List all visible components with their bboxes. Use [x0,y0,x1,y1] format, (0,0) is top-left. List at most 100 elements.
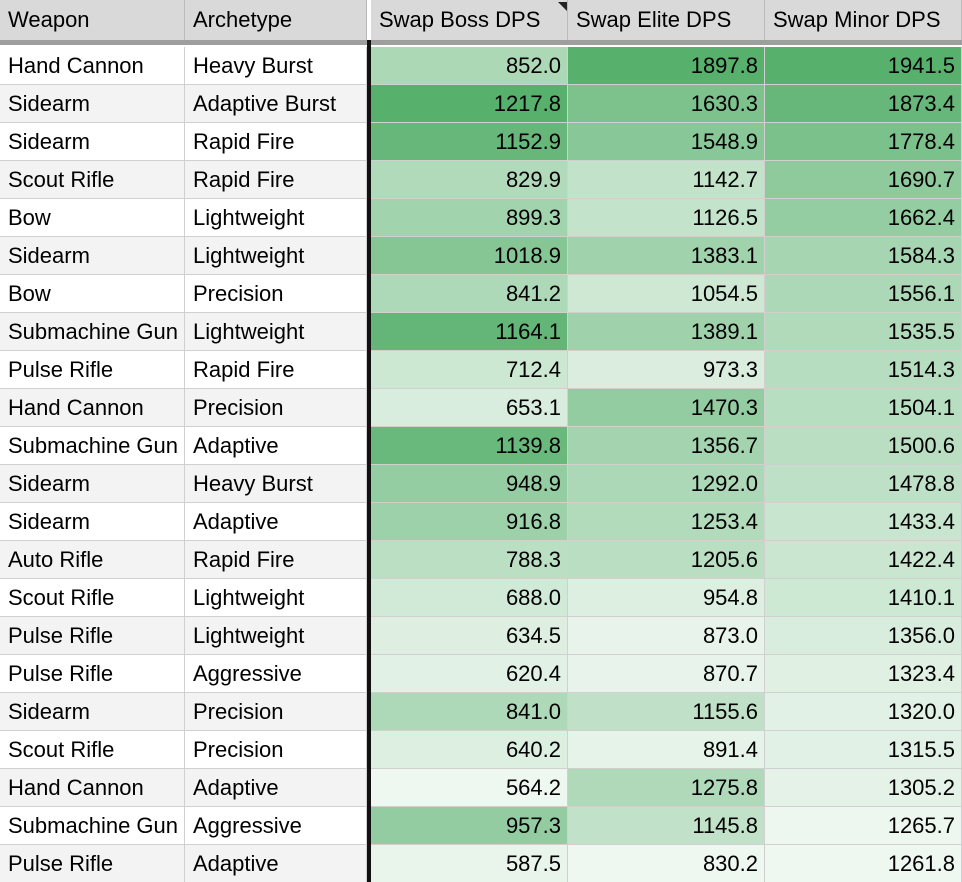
dps-cell[interactable]: 899.3 [371,199,568,237]
archetype-cell[interactable]: Precision [185,275,367,313]
archetype-cell[interactable]: Adaptive [185,769,367,807]
dps-cell[interactable]: 1662.4 [765,199,962,237]
dps-cell[interactable]: 712.4 [371,351,568,389]
weapon-cell[interactable]: Hand Cannon [0,47,185,85]
dps-cell[interactable]: 916.8 [371,503,568,541]
dps-cell[interactable]: 954.8 [568,579,765,617]
dps-cell[interactable]: 1320.0 [765,693,962,731]
dps-cell[interactable]: 1383.1 [568,237,765,275]
dps-cell[interactable]: 1535.5 [765,313,962,351]
dps-cell[interactable]: 1897.8 [568,47,765,85]
dps-cell[interactable]: 1265.7 [765,807,962,845]
weapon-cell[interactable]: Pulse Rifle [0,351,185,389]
dps-cell[interactable]: 634.5 [371,617,568,655]
dps-cell[interactable]: 1584.3 [765,237,962,275]
weapon-cell[interactable]: Pulse Rifle [0,655,185,693]
weapon-cell[interactable]: Scout Rifle [0,161,185,199]
dps-cell[interactable]: 891.4 [568,731,765,769]
weapon-cell[interactable]: Submachine Gun [0,313,185,351]
dps-cell[interactable]: 1556.1 [765,275,962,313]
dps-cell[interactable]: 830.2 [568,845,765,882]
archetype-cell[interactable]: Lightweight [185,579,367,617]
weapon-cell[interactable]: Sidearm [0,503,185,541]
column-header[interactable]: Swap Boss DPS [371,0,568,40]
dps-cell[interactable]: 1389.1 [568,313,765,351]
archetype-cell[interactable]: Adaptive Burst [185,85,367,123]
dps-cell[interactable]: 587.5 [371,845,568,882]
archetype-cell[interactable]: Adaptive [185,503,367,541]
dps-cell[interactable]: 1548.9 [568,123,765,161]
weapon-cell[interactable]: Submachine Gun [0,807,185,845]
weapon-cell[interactable]: Scout Rifle [0,731,185,769]
dps-cell[interactable]: 1253.4 [568,503,765,541]
dps-cell[interactable]: 1018.9 [371,237,568,275]
column-header[interactable]: Swap Minor DPS [765,0,962,40]
dps-cell[interactable]: 1356.0 [765,617,962,655]
archetype-cell[interactable]: Lightweight [185,617,367,655]
dps-cell[interactable]: 688.0 [371,579,568,617]
dps-cell[interactable]: 640.2 [371,731,568,769]
dps-cell[interactable]: 1142.7 [568,161,765,199]
dps-cell[interactable]: 1205.6 [568,541,765,579]
dps-cell[interactable]: 1155.6 [568,693,765,731]
dps-cell[interactable]: 653.1 [371,389,568,427]
dps-cell[interactable]: 1292.0 [568,465,765,503]
archetype-cell[interactable]: Precision [185,693,367,731]
archetype-cell[interactable]: Heavy Burst [185,47,367,85]
weapon-cell[interactable]: Scout Rifle [0,579,185,617]
weapon-cell[interactable]: Bow [0,275,185,313]
dps-cell[interactable]: 1356.7 [568,427,765,465]
dps-cell[interactable]: 1152.9 [371,123,568,161]
dps-cell[interactable]: 873.0 [568,617,765,655]
dps-cell[interactable]: 1690.7 [765,161,962,199]
weapon-cell[interactable]: Submachine Gun [0,427,185,465]
archetype-cell[interactable]: Rapid Fire [185,541,367,579]
dps-cell[interactable]: 1873.4 [765,85,962,123]
weapon-cell[interactable]: Sidearm [0,123,185,161]
column-header[interactable]: Weapon [0,0,185,40]
archetype-cell[interactable]: Adaptive [185,427,367,465]
dps-cell[interactable]: 1139.8 [371,427,568,465]
dps-cell[interactable]: 829.9 [371,161,568,199]
weapon-cell[interactable]: Hand Cannon [0,769,185,807]
dps-cell[interactable]: 1500.6 [765,427,962,465]
weapon-cell[interactable]: Auto Rifle [0,541,185,579]
weapon-cell[interactable]: Pulse Rifle [0,845,185,882]
dps-cell[interactable]: 788.3 [371,541,568,579]
archetype-cell[interactable]: Rapid Fire [185,351,367,389]
archetype-cell[interactable]: Rapid Fire [185,161,367,199]
dps-cell[interactable]: 973.3 [568,351,765,389]
weapon-cell[interactable]: Hand Cannon [0,389,185,427]
column-header[interactable]: Swap Elite DPS [568,0,765,40]
dps-cell[interactable]: 1054.5 [568,275,765,313]
weapon-cell[interactable]: Sidearm [0,237,185,275]
dps-cell[interactable]: 870.7 [568,655,765,693]
dps-cell[interactable]: 1504.1 [765,389,962,427]
archetype-cell[interactable]: Lightweight [185,313,367,351]
dps-cell[interactable]: 1261.8 [765,845,962,882]
weapon-cell[interactable]: Sidearm [0,465,185,503]
column-header[interactable]: Archetype [185,0,367,40]
archetype-cell[interactable]: Aggressive [185,807,367,845]
dps-cell[interactable]: 841.0 [371,693,568,731]
weapon-cell[interactable]: Sidearm [0,85,185,123]
dps-cell[interactable]: 1630.3 [568,85,765,123]
dps-cell[interactable]: 564.2 [371,769,568,807]
dps-cell[interactable]: 957.3 [371,807,568,845]
weapon-cell[interactable]: Bow [0,199,185,237]
dps-cell[interactable]: 852.0 [371,47,568,85]
weapon-cell[interactable]: Sidearm [0,693,185,731]
archetype-cell[interactable]: Aggressive [185,655,367,693]
archetype-cell[interactable]: Precision [185,731,367,769]
dps-cell[interactable]: 841.2 [371,275,568,313]
dps-cell[interactable]: 1305.2 [765,769,962,807]
dps-cell[interactable]: 1315.5 [765,731,962,769]
dps-cell[interactable]: 1145.8 [568,807,765,845]
dps-cell[interactable]: 1217.8 [371,85,568,123]
dps-cell[interactable]: 1470.3 [568,389,765,427]
dps-cell[interactable]: 1126.5 [568,199,765,237]
dps-cell[interactable]: 1422.4 [765,541,962,579]
archetype-cell[interactable]: Rapid Fire [185,123,367,161]
dps-cell[interactable]: 1164.1 [371,313,568,351]
dps-cell[interactable]: 1275.8 [568,769,765,807]
